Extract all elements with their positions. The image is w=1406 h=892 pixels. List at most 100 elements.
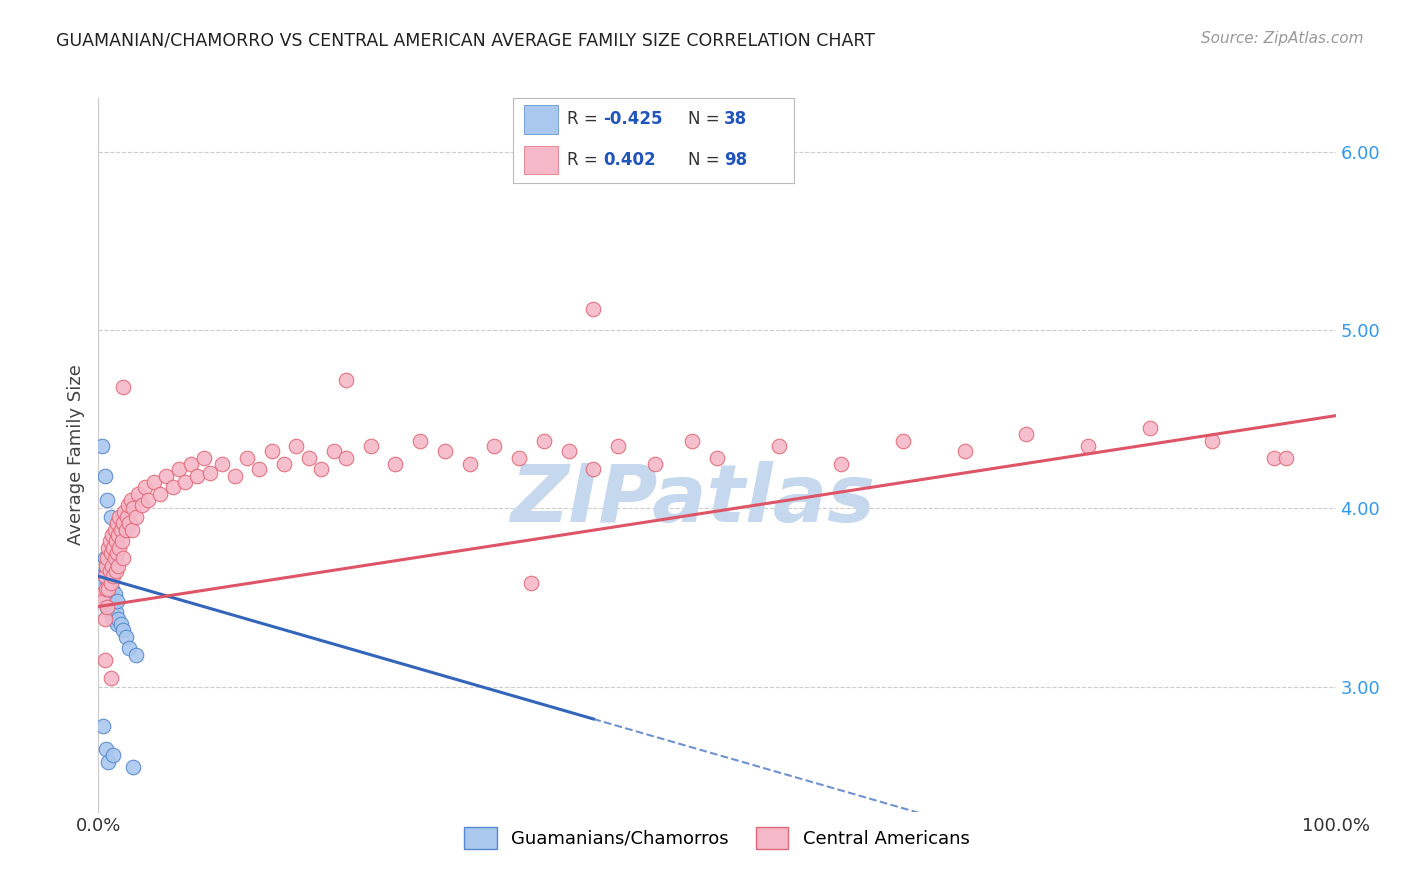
Point: [105, 523, 128, 537]
Point: [136, 492, 159, 507]
Point: [93, 719, 115, 733]
Point: [433, 444, 456, 458]
Point: [97, 541, 120, 555]
Point: [582, 301, 605, 316]
Point: [1015, 426, 1038, 441]
Point: [186, 469, 208, 483]
Point: [96, 573, 118, 587]
Point: [111, 533, 134, 548]
Point: [180, 457, 202, 471]
Text: 0.402: 0.402: [603, 151, 655, 169]
Point: [360, 439, 382, 453]
Point: [211, 457, 233, 471]
Point: [112, 505, 135, 519]
Point: [105, 594, 128, 608]
Point: [107, 612, 129, 626]
Point: [557, 444, 579, 458]
Point: [93, 594, 115, 608]
Point: [105, 516, 128, 530]
Point: [953, 444, 976, 458]
Point: [93, 612, 115, 626]
Point: [97, 582, 120, 596]
Point: [298, 451, 321, 466]
Point: [94, 582, 117, 596]
Point: [112, 380, 135, 394]
Point: [114, 630, 136, 644]
Point: [198, 466, 221, 480]
Point: [96, 601, 118, 615]
Point: [103, 587, 125, 601]
Text: R =: R =: [567, 151, 607, 169]
Point: [96, 551, 118, 566]
Point: [124, 510, 146, 524]
Text: GUAMANIAN/CHAMORRO VS CENTRAL AMERICAN AVERAGE FAMILY SIZE CORRELATION CHART: GUAMANIAN/CHAMORRO VS CENTRAL AMERICAN A…: [56, 31, 876, 49]
Text: N =: N =: [688, 111, 724, 128]
Point: [115, 510, 138, 524]
Point: [110, 523, 132, 537]
Point: [93, 469, 115, 483]
Point: [97, 582, 120, 596]
Point: [134, 480, 156, 494]
Point: [607, 439, 630, 453]
Point: [100, 576, 122, 591]
Point: [94, 564, 117, 578]
Text: R =: R =: [567, 111, 603, 128]
Point: [98, 591, 121, 605]
Bar: [524, 145, 558, 175]
Point: [100, 594, 122, 608]
Point: [681, 434, 703, 448]
Point: [103, 541, 125, 555]
Point: [104, 533, 127, 548]
Point: [100, 671, 122, 685]
Point: [103, 747, 125, 762]
Point: [174, 475, 197, 489]
Point: [100, 546, 122, 560]
Point: [108, 541, 131, 555]
Point: [98, 533, 121, 548]
Point: [90, 580, 112, 594]
Point: [120, 492, 142, 507]
Point: [101, 558, 124, 573]
Point: [117, 498, 139, 512]
Point: [1077, 439, 1099, 453]
Text: N =: N =: [688, 151, 724, 169]
Point: [582, 462, 605, 476]
Point: [97, 755, 120, 769]
Point: [520, 576, 543, 591]
Point: [127, 487, 149, 501]
Point: [94, 558, 117, 573]
Point: [167, 462, 190, 476]
Point: [162, 480, 184, 494]
Point: [193, 451, 215, 466]
Point: [155, 469, 177, 483]
Point: [1263, 451, 1285, 466]
Point: [100, 569, 122, 583]
Point: [118, 516, 141, 530]
Point: [247, 462, 270, 476]
Point: [103, 612, 125, 626]
Point: [273, 457, 295, 471]
Legend: Guamanians/Chamorros, Central Americans: Guamanians/Chamorros, Central Americans: [457, 820, 977, 856]
Point: [93, 653, 115, 667]
Point: [101, 528, 124, 542]
Point: [122, 501, 145, 516]
Point: [103, 599, 125, 614]
Point: [768, 439, 790, 453]
Text: 98: 98: [724, 151, 747, 169]
Point: [322, 444, 344, 458]
Point: [830, 457, 852, 471]
Point: [91, 439, 114, 453]
Bar: [524, 105, 558, 134]
Text: 38: 38: [724, 111, 747, 128]
Point: [409, 434, 432, 448]
Point: [508, 451, 530, 466]
Point: [112, 623, 135, 637]
Point: [114, 523, 136, 537]
Point: [101, 582, 124, 596]
Point: [103, 523, 125, 537]
Point: [104, 605, 127, 619]
Point: [93, 594, 115, 608]
Text: Source: ZipAtlas.com: Source: ZipAtlas.com: [1201, 31, 1364, 46]
Point: [110, 617, 132, 632]
Point: [122, 760, 145, 774]
